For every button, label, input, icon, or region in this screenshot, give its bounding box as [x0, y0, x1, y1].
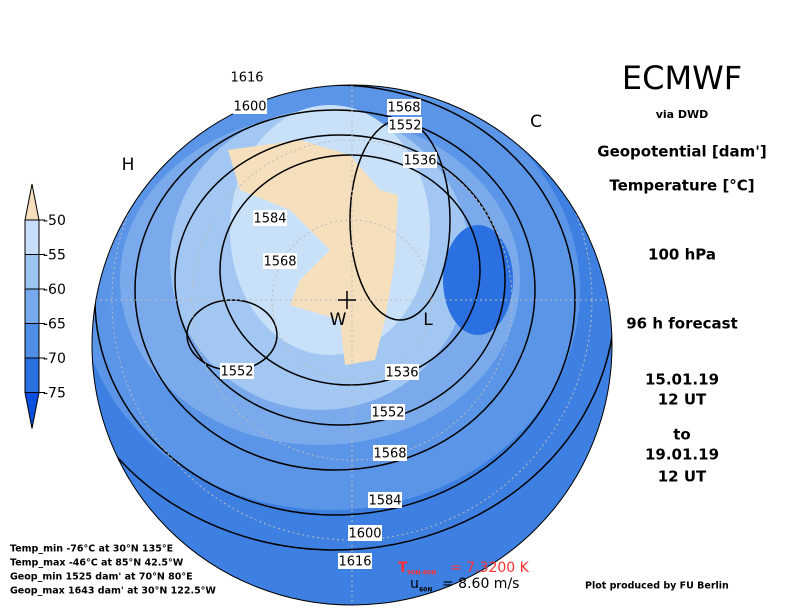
diagnostics: T 90N-60N = 7.3200 K u 60N = 8.60 m/s Pl… [398, 560, 729, 594]
contour-label: 1536 [385, 366, 418, 381]
colorbar-cell [24, 392, 40, 429]
contour-label-bg [233, 98, 267, 114]
contour-label-bg [403, 152, 437, 168]
t-label: T [398, 560, 408, 576]
pressure-centre: L [423, 310, 433, 330]
header: ECMWF via DWD Geopotential [dam'] Temper… [597, 59, 766, 486]
warm-region [228, 140, 398, 365]
contour-label-bg [388, 117, 422, 133]
colorbar-cell [24, 323, 40, 359]
stat-line: Geop_max 1643 dam' at 30°N 122.5°W [10, 586, 216, 597]
t-sub: 90N-60N [407, 570, 436, 577]
contour-label: 1600 [233, 100, 266, 115]
dynamic: -50 -55 -60 -65 -70 -75 1616 1600 1568 1552 1536 15… [10, 69, 542, 597]
u-sub: 60N [419, 587, 432, 594]
colorbar-label: -55 [43, 248, 66, 264]
contour-label-bg [263, 253, 297, 269]
contour-label-bg [387, 99, 421, 115]
colorbar-label: -65 [43, 317, 66, 333]
pressure-centre: W [330, 310, 347, 330]
colorbar-label: -60 [43, 282, 66, 298]
colorbar-cell [24, 288, 40, 324]
colorbar-cell [24, 357, 40, 393]
contour-label-bg [348, 525, 382, 541]
level: 100 hPa [648, 246, 716, 264]
contour-label-bg [230, 69, 264, 85]
t-value: = 7.3200 K [450, 560, 530, 576]
stat-line: Temp_min -76°C at 30°N 135°E [10, 544, 173, 555]
credit: Plot produced by FU Berlin [585, 581, 729, 592]
colorbar-label: -70 [43, 351, 66, 367]
time: 12 UT [658, 391, 707, 409]
stat-line: Temp_max -46°C at 85°N 42.5°W [10, 558, 184, 569]
contour-label: 1552 [388, 119, 421, 134]
colorbar-cell [24, 219, 40, 255]
to: to [673, 426, 690, 444]
contour-label-bg [368, 492, 402, 508]
contour-label: 1536 [403, 154, 436, 169]
cold-region [443, 225, 513, 335]
contour-label: 1568 [263, 255, 296, 270]
stat-line: Geop_min 1525 dam' at 70°N 80°E [10, 572, 193, 583]
contour-label: 1552 [371, 406, 404, 421]
contour-label-bg [220, 363, 254, 379]
pressure-centre: C [530, 112, 542, 132]
colorbar-cell [24, 254, 40, 290]
date: 15.01.19 [645, 371, 719, 389]
u-value: = 8.60 m/s [442, 576, 519, 592]
contour-label: 1552 [220, 365, 253, 380]
contour-label: 1568 [387, 101, 420, 116]
u-label: u [410, 576, 419, 592]
contour-label-bg [373, 445, 407, 461]
contour-label: 1616 [338, 555, 371, 570]
contour-label: 1584 [253, 212, 286, 227]
time: 12 UT [658, 468, 707, 486]
contour-label: 1584 [368, 494, 401, 509]
contour-label-bg [385, 364, 419, 380]
pressure-centre: H [122, 155, 135, 175]
contour-label-bg [371, 404, 405, 420]
contour-label-bg [338, 553, 372, 569]
pole-marker [338, 291, 356, 309]
date: 19.01.19 [645, 446, 719, 464]
field: Geopotential [dam'] [597, 143, 766, 161]
contour-label: 1616 [230, 71, 263, 86]
contour-label: 1568 [373, 447, 406, 462]
colorbar-label: -50 [43, 213, 66, 229]
contour-label-bg [253, 210, 287, 226]
colorbar-label: -75 [43, 386, 66, 402]
source: via DWD [656, 108, 709, 121]
field: Temperature [°C] [609, 177, 754, 195]
polar-map [91, 84, 613, 606]
title: ECMWF [622, 59, 742, 97]
contour-label: 1600 [348, 527, 381, 542]
colorbar-cell [24, 183, 40, 221]
forecast: 96 h forecast [626, 315, 738, 333]
